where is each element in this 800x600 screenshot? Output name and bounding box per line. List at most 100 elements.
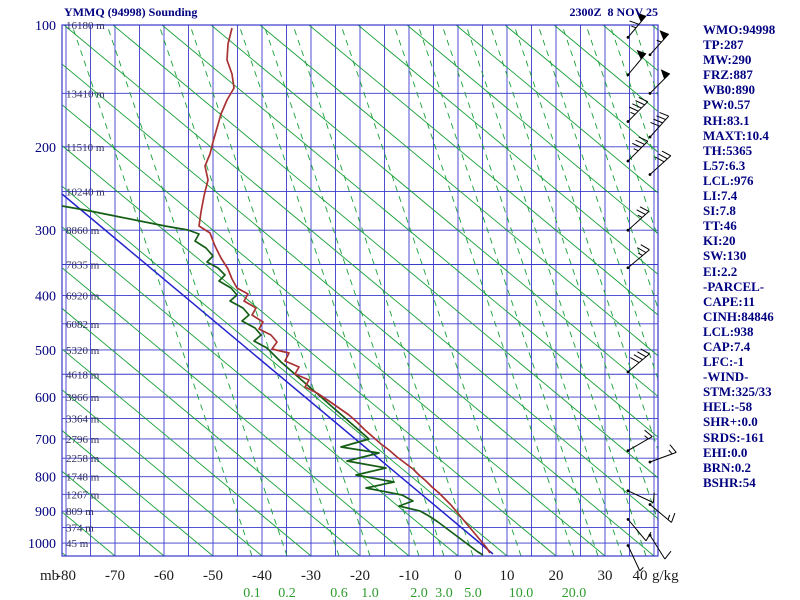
svg-text:-40: -40	[252, 568, 272, 584]
stat-line: WB0:890	[703, 82, 755, 98]
wind-barbs	[626, 12, 677, 572]
stat-line: TT:46	[703, 218, 737, 234]
svg-text:-80: -80	[56, 568, 76, 584]
svg-text:7835 m: 7835 m	[66, 260, 100, 272]
svg-text:0.2: 0.2	[278, 586, 296, 600]
isotherm-gridlines	[65, 25, 655, 556]
svg-text:800: 800	[35, 471, 56, 486]
svg-text:5320 m: 5320 m	[66, 345, 100, 357]
stat-line: L57:6.3	[703, 157, 746, 173]
svg-text:10240 m: 10240 m	[66, 187, 105, 199]
stats-section-header: -PARCEL-	[703, 278, 765, 294]
svg-text:500: 500	[35, 344, 56, 359]
stat-line: LCL:938	[703, 323, 754, 339]
svg-text:16180 m: 16180 m	[66, 20, 105, 32]
stat-line: MW:290	[703, 52, 752, 68]
svg-text:13410 m: 13410 m	[66, 88, 105, 100]
stat-line: LCL:976	[703, 172, 754, 188]
svg-text:2796 m: 2796 m	[66, 434, 100, 446]
svg-text:300: 300	[35, 224, 56, 239]
temperature-trace	[198, 27, 491, 554]
stat-line: CAP:7.4	[703, 338, 751, 354]
svg-text:3.0: 3.0	[435, 586, 453, 600]
svg-text:-50: -50	[203, 568, 223, 584]
svg-text:1000: 1000	[28, 537, 56, 552]
stat-line: CINH:84846	[703, 308, 774, 324]
svg-text:-70: -70	[105, 568, 125, 584]
stats-section-header: -WIND-	[703, 369, 749, 385]
pressure-axis-labels: 100 200 300 400 500 600 700 800 900 1000	[28, 19, 56, 552]
parcel-trace	[62, 193, 494, 555]
svg-text:2.0: 2.0	[410, 586, 428, 600]
svg-text:900: 900	[35, 505, 56, 520]
stats-panel: WMO:94998 TP:287 MW:290 FRZ:887 WB0:890 PW:0.…	[703, 22, 775, 490]
stat-line: HEL:-58	[703, 399, 753, 415]
svg-text:30: 30	[598, 568, 613, 584]
plot-frame	[61, 24, 659, 557]
svg-text:0: 0	[454, 568, 462, 584]
stat-line: MAXT:10.4	[703, 127, 769, 143]
temperature-axis-labels: -80 -70 -60 -50 -40 -30 -20 -10 0 10 20 30 40 mb g/kg	[40, 568, 679, 584]
svg-text:6082 m: 6082 m	[66, 319, 100, 331]
svg-text:700: 700	[35, 433, 56, 448]
stat-line: CAPE:11	[703, 293, 755, 309]
chart-datetime: 2300Z 8 NOV 25	[569, 5, 658, 19]
svg-text:3966 m: 3966 m	[66, 392, 100, 404]
svg-text:200: 200	[35, 141, 56, 156]
svg-text:11510 m: 11510 m	[66, 142, 105, 154]
stat-line: TP:287	[703, 37, 744, 53]
svg-text:10.0: 10.0	[509, 586, 534, 600]
stat-line: SW:130	[703, 248, 747, 264]
svg-text:1.0: 1.0	[361, 586, 379, 600]
svg-text:0.1: 0.1	[243, 586, 261, 600]
svg-text:45 m: 45 m	[66, 538, 89, 550]
stat-line: EI:2.2	[703, 263, 738, 279]
svg-text:mb: mb	[40, 568, 59, 584]
stat-line: TH:5365	[703, 142, 753, 158]
svg-text:-10: -10	[399, 568, 419, 584]
svg-text:600: 600	[35, 391, 56, 406]
svg-text:10: 10	[500, 568, 515, 584]
stat-line: EHI:0.0	[703, 444, 748, 460]
svg-text:-60: -60	[154, 568, 174, 584]
svg-text:2258 m: 2258 m	[66, 453, 100, 465]
svg-text:4618 m: 4618 m	[66, 369, 100, 381]
stat-line: SHR+:0.0	[703, 414, 758, 430]
pressure-gridlines	[62, 24, 658, 544]
stat-line: RH:83.1	[703, 112, 750, 128]
stat-line: BRN:0.2	[703, 459, 752, 475]
stat-line: LI:7.4	[703, 188, 738, 204]
stat-line: SRDS:-161	[703, 429, 765, 445]
svg-text:8860 m: 8860 m	[66, 225, 100, 237]
svg-text:6920 m: 6920 m	[66, 290, 100, 302]
dewpoint-trace	[62, 205, 484, 556]
stat-line: LFC:-1	[703, 354, 745, 370]
stat-line: SI:7.8	[703, 203, 736, 219]
svg-text:0.6: 0.6	[330, 586, 348, 600]
svg-text:20: 20	[549, 568, 564, 584]
stat-line: PW:0.57	[703, 97, 751, 113]
mixing-ratio-labels: 0.1 0.2 0.6 1.0 2.0 3.0 5.0 10.0 20.0	[243, 586, 586, 600]
stat-line: STM:325/33	[703, 384, 772, 400]
stat-line: BSHR:54	[703, 474, 756, 490]
stat-line: KI:20	[703, 233, 736, 249]
stat-line: FRZ:887	[703, 67, 753, 83]
dry-adiabat-lines	[62, 25, 658, 556]
svg-text:-30: -30	[301, 568, 321, 584]
svg-text:g/kg: g/kg	[652, 568, 679, 584]
svg-text:100: 100	[35, 19, 56, 34]
svg-text:1748 m: 1748 m	[66, 472, 100, 484]
svg-text:1267 m: 1267 m	[66, 489, 100, 501]
height-labels: 16180 m 13410 m 11510 m 10240 m 8860 m 7835 m…	[66, 20, 105, 550]
mixing-ratio-lines	[71, 25, 658, 556]
svg-text:20.0: 20.0	[562, 586, 587, 600]
svg-text:3364 m: 3364 m	[66, 414, 100, 426]
chart-title: YMMQ (94998) Sounding	[64, 5, 198, 19]
stat-line: WMO:94998	[703, 22, 776, 37]
svg-text:374 m: 374 m	[66, 522, 94, 534]
svg-text:40: 40	[633, 568, 648, 584]
svg-text:809 m: 809 m	[66, 506, 94, 518]
svg-text:5.0: 5.0	[464, 586, 482, 600]
svg-text:-20: -20	[350, 568, 370, 584]
